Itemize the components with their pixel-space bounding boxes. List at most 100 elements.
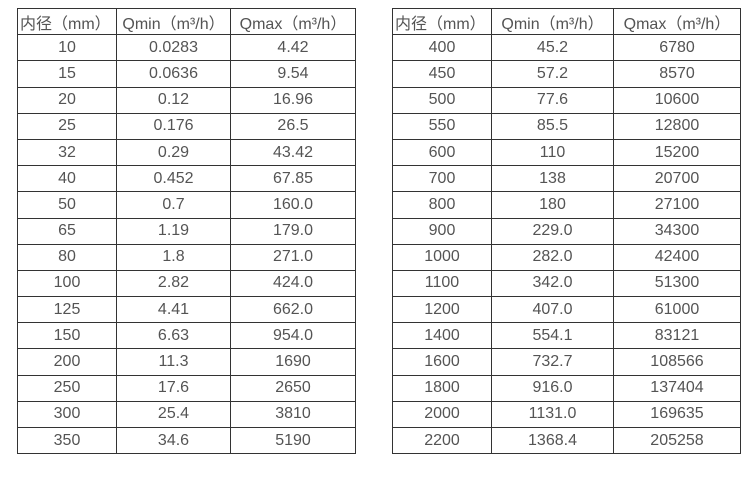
table-row: 2200 1368.4 205258 [392,426,741,455]
table-cell: 424.0 [230,269,356,298]
header-qmax: Qmax（m³/h） [230,7,356,36]
table-cell: 200 [17,348,117,376]
table-header: 内径（mm） Qmin（m³/h） Qmax（m³/h） [17,7,356,36]
table-cell: 180 [491,191,614,219]
table-cell: 350 [17,426,117,455]
table-row: 25 0.176 26.5 [17,112,356,140]
table-cell: 1131.0 [491,400,614,429]
header-inner-diameter: 内径（mm） [392,7,492,36]
table-cell: 25 [17,112,117,140]
table-cell: 500 [392,86,492,114]
table-cell: 407.0 [491,296,614,324]
table-cell: 125 [17,296,117,324]
header-row: 内径（mm） Qmin（m³/h） Qmax（m³/h） [392,7,741,36]
table-cell: 0.12 [116,86,231,114]
table-row: 20 0.12 16.96 [17,86,356,114]
table-row: 550 85.5 12800 [392,112,741,140]
header-qmin: Qmin（m³/h） [116,7,231,36]
flow-table-large-diameters: 内径（mm） Qmin（m³/h） Qmax（m³/h） 400 45.2 6780… [392,7,741,455]
table-cell: 12800 [613,112,741,140]
table-cell: 43.42 [230,138,356,167]
table-row: 1200 407.0 61000 [392,296,741,324]
table-cell: 4.41 [116,296,231,324]
table-row: 900 229.0 34300 [392,217,741,245]
table-row: 500 77.6 10600 [392,86,741,114]
table-cell: 2.82 [116,269,231,298]
table-cell: 32 [17,138,117,167]
table-cell: 3810 [230,400,356,429]
table-cell: 27100 [613,191,741,219]
table-cell: 45.2 [491,34,614,62]
table-cell: 900 [392,217,492,245]
table-row: 15 0.0636 9.54 [17,60,356,88]
table-cell: 61000 [613,296,741,324]
table-row: 32 0.29 43.42 [17,138,356,167]
table-cell: 0.0283 [116,34,231,62]
table-cell: 137404 [613,374,741,402]
table-cell: 77.6 [491,86,614,114]
table-cell: 80 [17,243,117,271]
table-cell: 954.0 [230,322,356,350]
table-row: 1000 282.0 42400 [392,243,741,271]
table-cell: 300 [17,400,117,429]
table-row: 100 2.82 424.0 [17,269,356,298]
table-cell: 179.0 [230,217,356,245]
table-row: 125 4.41 662.0 [17,296,356,324]
table-row: 1800 916.0 137404 [392,374,741,402]
table-cell: 51300 [613,269,741,298]
table-cell: 1800 [392,374,492,402]
table-row: 200 11.3 1690 [17,348,356,376]
table-cell: 271.0 [230,243,356,271]
table-body: 400 45.2 6780 450 57.2 8570 500 77.6 10600 550 85.… [392,34,741,455]
table-cell: 34300 [613,217,741,245]
table-cell: 342.0 [491,269,614,298]
table-cell: 11.3 [116,348,231,376]
header-inner-diameter: 内径（mm） [17,7,117,36]
table-cell: 10 [17,34,117,62]
table-cell: 2650 [230,374,356,402]
table-row: 65 1.19 179.0 [17,217,356,245]
table-row: 1600 732.7 108566 [392,348,741,376]
table-row: 80 1.8 271.0 [17,243,356,271]
table-cell: 2000 [392,400,492,429]
table-cell: 600 [392,138,492,167]
table-cell: 6.63 [116,322,231,350]
table-cell: 1000 [392,243,492,271]
header-qmax: Qmax（m³/h） [613,7,741,36]
table-cell: 169635 [613,400,741,429]
table-cell: 662.0 [230,296,356,324]
table-cell: 26.5 [230,112,356,140]
table-cell: 450 [392,60,492,88]
table-body: 10 0.0283 4.42 15 0.0636 9.54 20 0.12 16.96 25 0.1… [17,34,356,455]
table-row: 250 17.6 2650 [17,374,356,402]
table-cell: 0.176 [116,112,231,140]
flow-table-small-diameters: 内径（mm） Qmin（m³/h） Qmax（m³/h） 10 0.0283 4.4… [17,7,356,455]
table-cell: 15200 [613,138,741,167]
table-cell: 1400 [392,322,492,350]
table-cell: 57.2 [491,60,614,88]
table-cell: 250 [17,374,117,402]
table-cell: 800 [392,191,492,219]
table-cell: 15 [17,60,117,88]
table-cell: 229.0 [491,217,614,245]
table-row: 50 0.7 160.0 [17,191,356,219]
table-cell: 50 [17,191,117,219]
table-cell: 0.452 [116,165,231,193]
table-cell: 6780 [613,34,741,62]
table-cell: 0.7 [116,191,231,219]
table-row: 600 110 15200 [392,138,741,167]
table-cell: 67.85 [230,165,356,193]
table-cell: 25.4 [116,400,231,429]
table-cell: 700 [392,165,492,193]
table-row: 300 25.4 3810 [17,400,356,429]
table-cell: 554.1 [491,322,614,350]
table-cell: 16.96 [230,86,356,114]
table-cell: 1100 [392,269,492,298]
table-row: 800 180 27100 [392,191,741,219]
table-row: 40 0.452 67.85 [17,165,356,193]
table-cell: 1690 [230,348,356,376]
table-row: 10 0.0283 4.42 [17,34,356,62]
table-cell: 1368.4 [491,426,614,455]
table-cell: 205258 [613,426,741,455]
table-cell: 17.6 [116,374,231,402]
